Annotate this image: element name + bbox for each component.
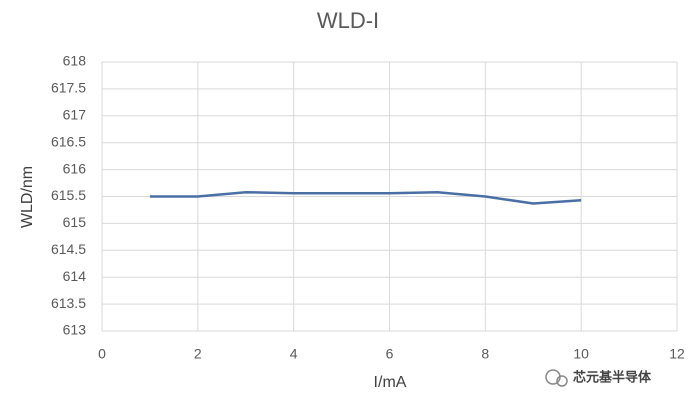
y-tick-label: 616 xyxy=(63,160,87,176)
y-tick-label: 617 xyxy=(63,107,87,123)
watermark: 芯元基半导体 xyxy=(573,369,652,384)
x-tick-label: 4 xyxy=(290,346,298,362)
x-tick-label: 6 xyxy=(386,346,394,362)
y-tick-label: 614 xyxy=(63,268,87,284)
chart-title: WLD-I xyxy=(317,8,379,33)
data-line xyxy=(149,190,582,205)
y-tick-label: 615.5 xyxy=(51,187,86,203)
y-tick-label: 617.5 xyxy=(51,80,86,96)
x-axis-label: I/mA xyxy=(374,374,407,391)
x-tick-label: 12 xyxy=(669,346,685,362)
y-tick-label: 613 xyxy=(63,322,87,338)
x-tick-label: 8 xyxy=(481,346,489,362)
y-tick-label: 618 xyxy=(63,53,87,69)
y-tick-label: 614.5 xyxy=(51,241,86,257)
x-tick-label: 10 xyxy=(573,346,589,362)
x-tick-label: 0 xyxy=(98,346,106,362)
x-tick-label: 2 xyxy=(194,346,202,362)
watermark-icon xyxy=(545,369,568,387)
y-tick-label: 615 xyxy=(63,214,87,230)
y-tick-label: 616.5 xyxy=(51,133,86,149)
y-tick-label: 613.5 xyxy=(51,295,86,311)
y-axis-label: WLD/nm xyxy=(19,166,36,228)
